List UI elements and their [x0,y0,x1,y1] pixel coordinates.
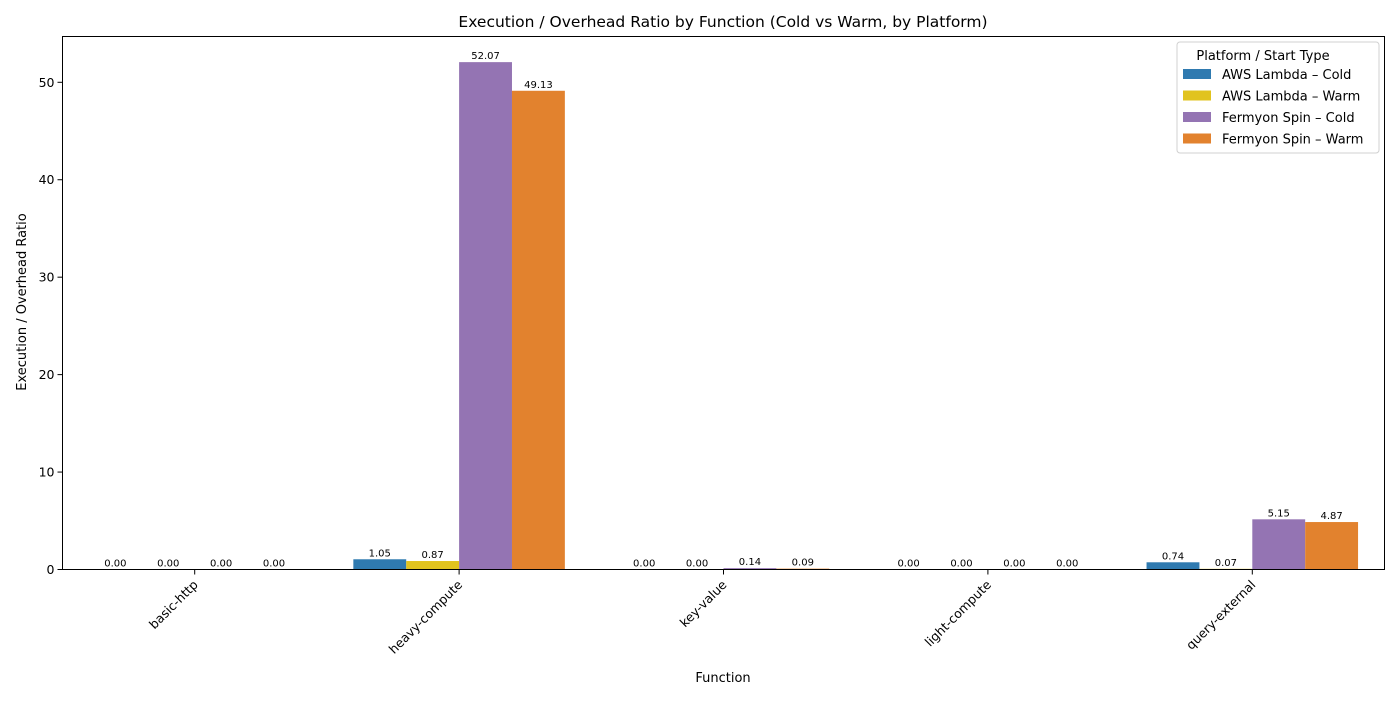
y-tick-label: 10 [39,465,55,480]
legend-entry-label: AWS Lambda – Warm [1222,90,1360,105]
x-tick-label-heavy-compute: heavy-compute [386,577,466,657]
data-label: 1.05 [369,548,391,559]
plot-area-frame [62,36,1385,570]
y-tick-label: 20 [39,367,55,382]
data-label: 49.13 [524,80,553,91]
legend-title: Platform / Start Type [1196,49,1329,64]
legend-entry-label: AWS Lambda – Cold [1222,68,1351,83]
y-tick-label: 40 [39,172,55,187]
bar-query-external-series-2 [1252,519,1306,570]
data-label: 0.14 [739,557,761,568]
data-label: 0.87 [422,550,444,561]
data-label: 0.00 [210,559,232,570]
legend: Platform / Start Type AWS Lambda – ColdA… [1176,41,1380,154]
y-tick-label: 0 [47,562,55,577]
data-label: 0.74 [1162,551,1184,562]
data-label: 52.07 [471,51,500,62]
data-label: 0.09 [792,558,814,569]
legend-swatch [1183,69,1211,79]
legend-swatch [1183,112,1211,122]
x-axis-label: Function [695,671,750,686]
bar-key-value-series-2 [723,568,777,570]
data-label: 0.00 [1003,559,1025,570]
data-label: 0.00 [897,559,919,570]
y-axis-label: Execution / Overhead Ratio [15,213,30,390]
bars-group [353,62,1359,570]
bar-query-external-series-3 [1305,522,1359,570]
data-label: 5.15 [1268,508,1290,519]
legend-entry-label: Fermyon Spin – Cold [1222,111,1355,126]
legend-entries: AWS Lambda – Cold AWS Lambda – Warm Fermyo… [1183,68,1363,148]
bar-heavy-compute-series-2 [459,62,512,570]
x-tick-label-query-external: query-external [1183,577,1259,653]
x-tick-label-key-value: key-value [677,577,730,630]
y-tick-label: 30 [39,270,55,285]
y-axis: 0 10 20 30 40 50 [39,75,63,577]
data-label: 4.87 [1320,511,1342,522]
legend-swatch [1183,90,1211,101]
data-labels-group: 0.00 1.05 0.00 0.00 0.74 0.00 0.87 0.00 0.00 0.07… [104,51,1343,569]
bar-heavy-compute-series-3 [511,90,565,570]
x-axis: basic-http heavy-compute key-value light-co… [146,569,1259,657]
legend-frame [1176,41,1380,154]
x-tick-label-basic-http: basic-http [146,577,201,632]
data-label: 0.00 [950,559,972,570]
data-label: 0.07 [1215,558,1237,569]
chart-title: Execution / Overhead Ratio by Function (… [458,13,987,31]
bar-heavy-compute-series-0 [353,559,407,570]
data-label: 0.00 [104,559,126,570]
data-label: 0.00 [263,559,285,570]
legend-swatch [1183,133,1211,144]
legend-entry-label: Fermyon Spin – Warm [1222,133,1363,148]
data-label: 0.00 [686,559,708,570]
x-tick-label-light-compute: light-compute [922,577,995,650]
data-label: 0.00 [1056,559,1078,570]
data-label: 0.00 [633,559,655,570]
y-tick-label: 50 [39,75,55,90]
bar-query-external-series-0 [1146,562,1200,570]
bar-heavy-compute-series-1 [406,561,460,570]
data-label: 0.00 [157,559,179,570]
